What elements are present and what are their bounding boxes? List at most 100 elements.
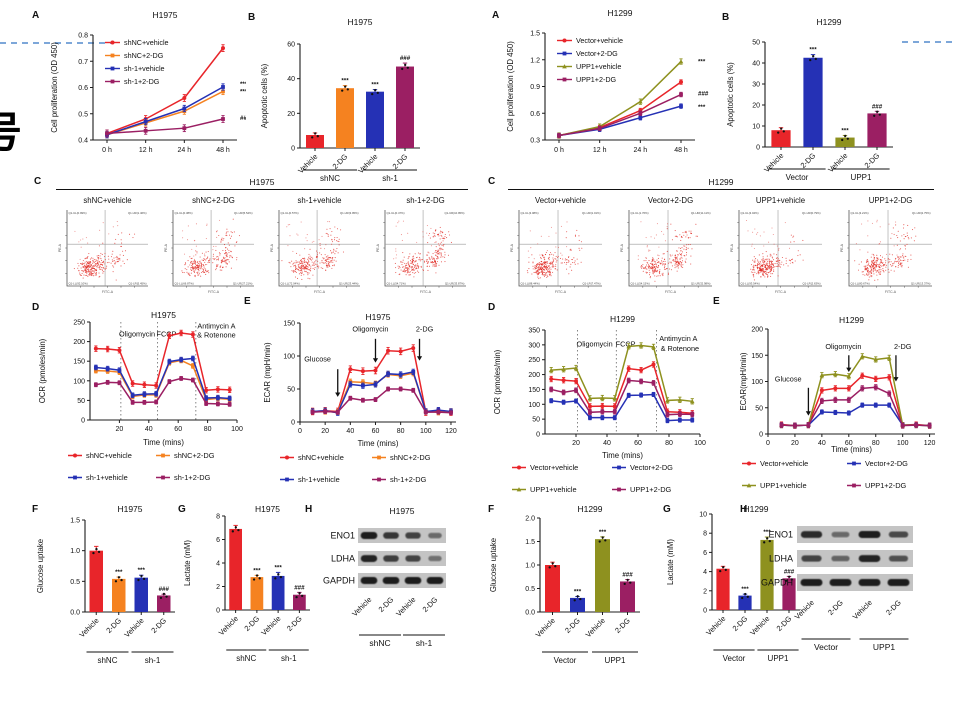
line-chart: D H1975 0 50 100 150 200 250 OCR (pmoles/min) 20 4… (32, 302, 243, 482)
bar-chart: F H1975 0.0 0.5 1.0 1.5 Glucose uptake Vehicle *… (32, 504, 175, 665)
annotation-label: & Rotenone (197, 330, 236, 339)
significance-mark: *** (599, 529, 607, 536)
panel-H-h1975-western-blot: H H1975 ENO1 LDHA GAPDH Vehicle 2-DG Vehicle 2-D… (300, 502, 482, 702)
protein-band (426, 577, 444, 584)
bar (867, 113, 887, 147)
x-tick-label: 0 (298, 428, 302, 435)
data-point-dot (790, 578, 793, 581)
data-point-dot (295, 595, 298, 599)
protein-band (800, 579, 823, 586)
line-chart: A H1975 0.4 0.5 0.6 0.7 0.8 Cell proliferation … (32, 10, 246, 154)
y-tick-label: 10 (752, 124, 760, 131)
y-axis-label: Cell proliferation (OD 450) (506, 41, 515, 132)
flow-y-axis-label: PE-A (164, 243, 168, 252)
bar (293, 594, 306, 610)
data-point-dot (165, 595, 168, 598)
flow-y-axis-label: PE-A (270, 243, 274, 252)
legend-label: sh-1+2-DG (390, 475, 427, 484)
data-point-dot (626, 578, 629, 581)
data-point-dot (316, 135, 319, 138)
panel-title: H1299 (816, 17, 841, 27)
y-tick-label: 1.5 (70, 518, 80, 525)
significance-mark: *** (841, 127, 849, 134)
y-axis-label: ECAR (mpH/min) (263, 342, 272, 403)
significance-mark: ### (698, 91, 709, 98)
lane-label: 2-DG (377, 595, 396, 614)
panel-C-h1299-flow-cytometry: C H1299 Vector+vehicle Q1-UL(3.08%) Q1-UR(1.… (482, 170, 950, 298)
panel-F-h1299-glucose-uptake-bar-chart: F H1299 0.0 0.5 1.0 1.5 2.0 Glucose uptake Vehic… (482, 502, 660, 702)
quadrant-label: Q1-LL(92.10%) (69, 282, 88, 286)
quadrant-label: Q1-UL(1.76%) (631, 211, 649, 215)
x-tick-label: 48 h (216, 147, 230, 154)
legend-label: shNC+vehicle (86, 451, 132, 460)
flow-x-axis-label: FITC-A (885, 290, 897, 294)
axes (299, 323, 456, 423)
x-tick-label: Vehicle (217, 614, 240, 637)
y-tick-label: 20 (752, 103, 760, 110)
bar (134, 577, 148, 612)
data-point-dot (554, 565, 557, 568)
flow-plot: shNC+vehicle Q1-UL(0.99%) Q1-UR(1.46%) Q1-L… (58, 196, 148, 294)
y-tick-label: 40 (287, 76, 295, 83)
data-point-dot (114, 580, 118, 583)
panel-letter: B (722, 12, 729, 23)
panel-D-h1975-ocr-chart: D H1975 0 50 100 150 200 250 OCR (pmoles/min) 20 4… (28, 298, 266, 504)
y-tick-label: 0 (291, 420, 295, 427)
legend-label: sh-1+vehicle (86, 473, 128, 482)
panel-letter: D (488, 302, 495, 313)
panel-title: H1299 (607, 8, 632, 18)
data-point-dot (374, 88, 377, 92)
legend-label: Vector+2-DG (576, 49, 618, 58)
y-tick-label: 40 (752, 61, 760, 68)
x-tick-label: 2-DG (613, 616, 632, 635)
legend-label: Vector+vehicle (576, 36, 623, 45)
panel-E-h1975-ecar-chart: E H1975 0 50 100 150 ECAR (mpH/min) 0 20 40 60 80 10… (244, 294, 480, 506)
y-axis-label: Glucose uptake (36, 539, 45, 593)
data-point-dot (162, 592, 166, 595)
data-point-dot (623, 582, 626, 585)
x-tick-label: 20 (791, 440, 799, 447)
x-tick-label: Vehicle (259, 614, 282, 637)
quadrant-label: Q1-LR(7.47%) (582, 282, 600, 286)
panel-B-h1299-apoptosis-bar-chart: B H1299 0 10 20 30 40 50 Apoptotic cells (%) Vehi… (714, 8, 899, 185)
data-point-dot (120, 578, 123, 582)
y-tick-label: 8 (216, 514, 220, 521)
quadrant-label: Q1-LR(13.37%) (911, 282, 931, 286)
y-axis-label: Cell proliferation (OD 450) (50, 42, 59, 133)
data-point-dot (763, 541, 766, 544)
y-tick-label: 250 (528, 357, 540, 364)
protein-band (888, 531, 909, 538)
y-tick-label: 0 (759, 432, 763, 439)
x-tick-label: 100 (694, 440, 706, 447)
x-tick-label: Vehicle (584, 616, 607, 639)
y-tick-label: 0.0 (70, 610, 80, 617)
quadrant-label: Q1-LL(88.44%) (521, 282, 540, 286)
lane-label: Vehicle (793, 598, 816, 621)
blot-strip (797, 550, 913, 567)
flow-plot-label: UPP1+vehicle (756, 196, 805, 205)
data-point-dot (279, 575, 283, 579)
annotation-label: 2-DG (894, 342, 912, 351)
panel-letter: H (305, 504, 312, 515)
flow-x-axis-label: FITC-A (775, 290, 787, 294)
legend-label: Vector+2-DG (630, 463, 673, 472)
x-tick-label: 12 h (593, 147, 607, 154)
series-UPP1+vehicle (779, 353, 932, 429)
y-tick-label: 50 (77, 398, 85, 405)
panel-title: H1299 (610, 314, 635, 324)
data-point-dot (573, 599, 576, 602)
blot-strip (358, 528, 446, 543)
bar-chart: F H1299 0.0 0.5 1.0 1.5 2.0 Glucose uptake Vehic… (488, 504, 640, 665)
arrow-head (335, 392, 341, 397)
y-axis-label: Glucose uptake (489, 538, 498, 592)
y-tick-label: 200 (73, 339, 85, 346)
data-point-dot (579, 597, 582, 601)
y-tick-label: 100 (751, 379, 763, 386)
series-sh-1+vehicle (93, 355, 232, 402)
annotation-label: Glucose (775, 375, 802, 384)
legend-label: UPP1+2-DG (865, 481, 907, 490)
page-edge-dash-right (902, 41, 953, 43)
y-tick-label: 30 (752, 82, 760, 89)
flow-cytometry-grid: C H1975 shNC+vehicle Q1-UL(0.99%) Q1-UR(1.46… (34, 176, 468, 294)
